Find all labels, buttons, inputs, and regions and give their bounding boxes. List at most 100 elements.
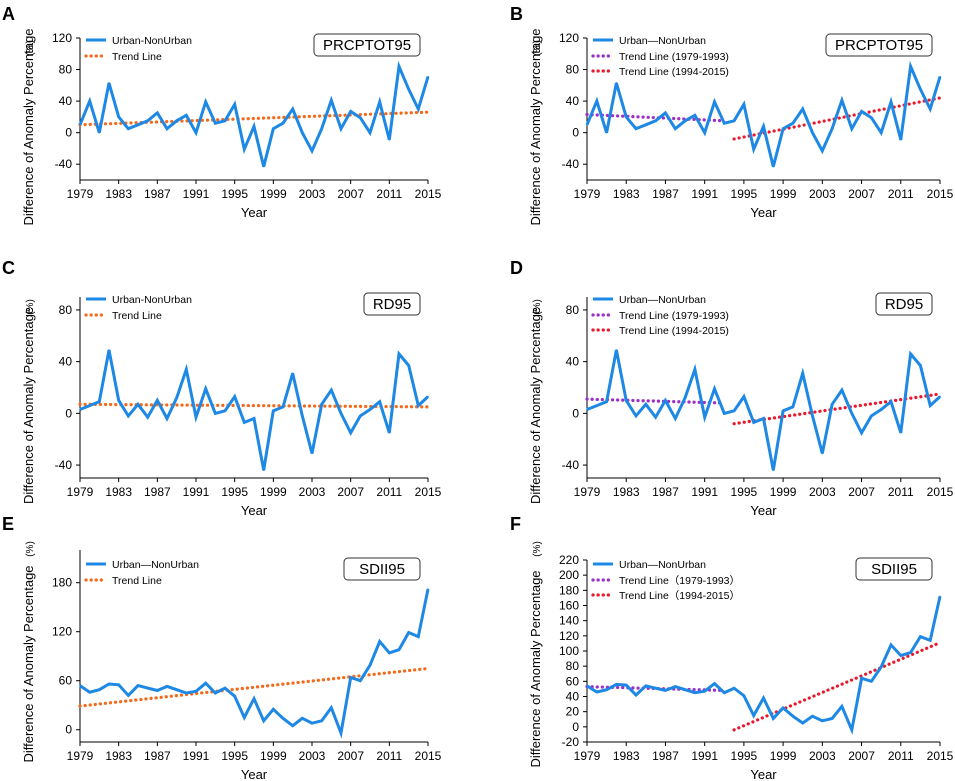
panel-label: E [2, 514, 14, 534]
data-point-2010 [378, 640, 381, 643]
data-point-2003 [821, 452, 824, 455]
data-point-2015 [939, 395, 941, 398]
data-point-2003 [821, 150, 824, 152]
data-point-1992 [713, 101, 716, 103]
data-point-2014 [417, 635, 420, 638]
data-point-1979 [586, 685, 588, 687]
legend: Urban—NonUrban Trend Line（1979-1993） Trend… [591, 559, 740, 602]
x-tick-label: 2011 [888, 485, 914, 499]
data-point-2010 [890, 400, 892, 403]
legend-label-series: Urban—NonUrban [619, 559, 706, 571]
legend-label-series: Urban—NonUrban [112, 559, 199, 571]
index-title-frame [363, 292, 421, 316]
data-point-1988 [674, 127, 677, 130]
data-point-1981 [605, 400, 608, 403]
data-point-1982 [615, 82, 618, 84]
data-point-1988 [674, 685, 677, 688]
trend-line-2 [732, 641, 942, 732]
index-title-frame [343, 557, 421, 581]
x-tick-label: 1983 [613, 485, 640, 499]
data-point-1997 [253, 125, 255, 128]
x-tick-label: 2003 [809, 749, 836, 763]
data-point-1981 [605, 131, 608, 134]
y-tick-label: 60 [566, 674, 580, 688]
data-point-1986 [146, 687, 149, 689]
data-point-2009 [880, 131, 882, 134]
x-tick-label: 1999 [770, 485, 797, 499]
data-point-1989 [684, 120, 686, 122]
data-point-2003 [311, 452, 313, 455]
data-point-1979 [79, 684, 81, 687]
y-tick-label: 80 [59, 303, 73, 317]
data-point-1979 [586, 123, 588, 126]
y-tick-label: 120 [52, 31, 72, 45]
index-title-box: PRCPTOT95 [825, 33, 933, 57]
data-point-1997 [253, 697, 255, 700]
data-point-2007 [860, 431, 863, 434]
data-point-2013 [407, 364, 410, 367]
index-title: RD95 [885, 296, 923, 313]
legend-label-trend: Trend Line（1994-2015） [619, 590, 740, 602]
data-point-1985 [645, 123, 647, 126]
data-point-2004 [831, 127, 833, 130]
data-point-1997 [762, 417, 765, 420]
data-point-1984 [635, 127, 637, 130]
data-point-1994 [733, 687, 735, 689]
legend-label-series: Urban—NonUrban [619, 294, 706, 306]
chart-panel-a: A -40 0 40 80 120 1979 1983 1987 1991 1995 1999 2003… [2, 4, 442, 226]
trend-line-1 [78, 666, 430, 708]
data-point-1995 [743, 395, 745, 398]
legend-label-series: Urban—NonUrban [619, 35, 706, 47]
data-point-1996 [752, 714, 755, 717]
x-tick-label: 2015 [927, 749, 954, 763]
x-tick-label: 1987 [652, 187, 679, 201]
data-point-1980 [88, 404, 91, 407]
y-tick-label: 80 [566, 659, 580, 673]
data-point-2002 [811, 415, 814, 417]
series-line-urban-nonurban [79, 349, 430, 471]
data-point-1990 [185, 114, 188, 117]
y-tick-label: 60 [59, 674, 73, 688]
legend: Urban—NonUrban Trend Line [84, 559, 199, 587]
data-point-2013 [919, 364, 922, 367]
x-tick-label: 1987 [144, 749, 171, 763]
x-axis-title: Year [241, 205, 268, 220]
data-point-1989 [175, 688, 178, 691]
data-point-1980 [596, 100, 598, 102]
data-point-1984 [635, 415, 637, 417]
data-point-2002 [811, 715, 814, 718]
data-point-2009 [880, 408, 882, 411]
y-axis-unit: (%) [532, 541, 543, 557]
data-point-2001 [291, 372, 294, 375]
index-title: SDII95 [871, 561, 917, 578]
x-tick-label: 2015 [415, 485, 442, 499]
data-point-2013 [919, 635, 922, 638]
data-point-2002 [301, 415, 304, 417]
data-point-1987 [664, 689, 667, 692]
data-point-1988 [674, 417, 677, 420]
y-tick-label: 0 [65, 126, 72, 140]
index-title-frame [855, 557, 933, 581]
legend-label-trend: Trend Line [112, 51, 162, 63]
data-point-1994 [733, 409, 735, 412]
data-point-2013 [919, 88, 922, 91]
y-tick-label: -20 [562, 735, 580, 749]
data-point-2004 [831, 717, 833, 720]
data-point-1985 [137, 684, 139, 687]
y-tick-label: -40 [562, 157, 580, 171]
data-point-1992 [713, 682, 716, 685]
chart-panel-d: D -40 0 40 80 1979 1983 1987 1991 1995 1999 2003 200… [510, 258, 954, 518]
data-point-1982 [108, 349, 110, 351]
x-tick-label: 1983 [105, 485, 132, 499]
data-point-2011 [899, 138, 902, 141]
data-point-1982 [108, 683, 110, 685]
x-tick-label: 2015 [927, 485, 954, 499]
data-point-1987 [156, 112, 159, 114]
data-point-2001 [801, 372, 804, 375]
data-point-2013 [407, 88, 410, 91]
data-point-2001 [291, 724, 294, 727]
data-point-1987 [156, 689, 159, 692]
data-point-1999 [272, 708, 275, 711]
y-tick-label: 40 [59, 355, 73, 369]
legend-label-trend: Trend Line (1994-2015) [619, 325, 729, 337]
